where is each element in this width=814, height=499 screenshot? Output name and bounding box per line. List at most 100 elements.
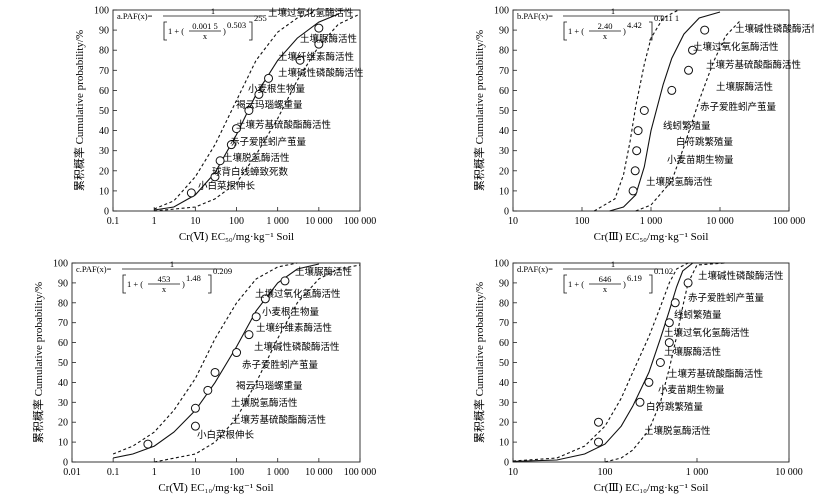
data-point bbox=[190, 403, 200, 413]
formula-inner-denominator: x bbox=[603, 31, 608, 41]
confidence-bound-upper bbox=[635, 19, 742, 212]
species-label: 土壤纤维素酶活性 bbox=[278, 51, 355, 63]
data-point bbox=[594, 417, 604, 427]
formula-base: 1 + ( bbox=[127, 279, 143, 289]
y-tick-label: 100 bbox=[94, 6, 109, 17]
y-tick-label: 20 bbox=[499, 166, 509, 177]
y-tick-label: 20 bbox=[99, 166, 109, 177]
y-tick-label: 50 bbox=[58, 358, 68, 369]
y-tick-label: 20 bbox=[58, 418, 68, 429]
x-axis-label: Cr(Ⅵ) EC₁₀/mg·kg⁻¹ Soil bbox=[158, 482, 273, 494]
data-point bbox=[684, 65, 694, 75]
fitted-ssd-curve bbox=[154, 13, 339, 211]
formula-numerator: 1 bbox=[611, 259, 615, 269]
x-tick-label: 10 000 bbox=[305, 467, 333, 478]
data-point bbox=[635, 397, 645, 407]
data-point bbox=[594, 437, 604, 447]
y-tick-label: 10 bbox=[99, 186, 109, 197]
data-point bbox=[683, 278, 693, 288]
formula-prefix: d.PAF(x)= bbox=[517, 264, 553, 274]
data-point bbox=[667, 85, 677, 95]
data-point bbox=[664, 318, 674, 328]
y-tick-label: 70 bbox=[499, 318, 509, 329]
y-tick-label: 50 bbox=[499, 358, 509, 369]
formula-bracket-left bbox=[563, 21, 567, 41]
species-label: 赤子爱胜蚓产茧量 bbox=[688, 292, 765, 304]
species-label: 线蚓繁殖量 bbox=[674, 309, 722, 321]
data-point bbox=[143, 439, 153, 449]
formula-inner-numerator: 2.40 bbox=[598, 21, 613, 31]
data-point bbox=[280, 276, 290, 286]
data-point bbox=[232, 348, 242, 358]
confidence-bound-upper bbox=[604, 262, 725, 463]
data-point bbox=[244, 330, 254, 340]
data-point bbox=[670, 298, 680, 308]
formula-inner-denominator: x bbox=[203, 31, 208, 41]
data-point bbox=[632, 146, 642, 156]
x-tick-label: 0.1 bbox=[107, 467, 120, 478]
y-tick-label: 50 bbox=[99, 106, 109, 117]
x-tick-label: 100 000 bbox=[773, 216, 806, 227]
data-point bbox=[226, 140, 236, 150]
formula-inner-close: ) bbox=[182, 279, 185, 289]
species-label: 土壤芳基硫酸酯酶活性 bbox=[668, 368, 764, 380]
x-tick-label: 1 bbox=[152, 467, 157, 478]
species-label: 土壤脱氢酶活性 bbox=[231, 397, 298, 409]
data-point bbox=[314, 39, 324, 49]
y-axis-label: 累积概率 Cumulative probability/% bbox=[472, 30, 486, 191]
species-label: 土壤碱性磷酸酶活性 bbox=[278, 67, 364, 79]
species-label: 小白菜根伸长 bbox=[198, 180, 256, 192]
y-tick-label: 30 bbox=[58, 398, 68, 409]
data-point bbox=[644, 377, 654, 387]
formula-numerator: 1 bbox=[611, 6, 615, 16]
y-tick-label: 100 bbox=[494, 259, 509, 270]
species-label: 土壤脱氢酶活性 bbox=[644, 425, 711, 437]
x-tick-label: 1 bbox=[152, 216, 157, 227]
confidence-bound-lower bbox=[153, 11, 315, 210]
y-tick-label: 90 bbox=[99, 26, 109, 37]
y-tick-label: 80 bbox=[499, 298, 509, 309]
y-axis-label: 累积概率 Cumulative probability/% bbox=[31, 282, 45, 443]
species-label: 褐云玛瑙螺重量 bbox=[236, 380, 303, 392]
y-axis-label: 累积概率 Cumulative probability/% bbox=[472, 282, 486, 443]
data-point bbox=[633, 126, 643, 136]
formula-inner-numerator: 646 bbox=[599, 274, 612, 284]
x-tick-label: 10 bbox=[508, 216, 518, 227]
formula-bracket-left bbox=[563, 274, 567, 294]
y-tick-label: 100 bbox=[494, 6, 509, 17]
x-tick-label: 100 bbox=[575, 216, 590, 227]
y-tick-label: 60 bbox=[499, 86, 509, 97]
y-tick-label: 40 bbox=[99, 126, 109, 137]
data-point bbox=[295, 55, 305, 65]
species-label: 土壤碱性磷酸酶活性 bbox=[735, 23, 814, 35]
species-label: 白符跳繁殖量 bbox=[646, 401, 704, 413]
species-label: 土壤芳基硫酸酯酶活性 bbox=[236, 119, 332, 131]
y-tick-label: 0 bbox=[104, 207, 109, 218]
formula-prefix: a.PAF(x)= bbox=[117, 11, 153, 21]
species-label: 赤子爱胜蚓产茧量 bbox=[230, 136, 307, 148]
x-tick-label: 10 000 bbox=[706, 216, 734, 227]
y-tick-label: 0 bbox=[63, 458, 68, 469]
data-point bbox=[186, 188, 196, 198]
data-point bbox=[688, 45, 698, 55]
x-tick-label: 100 bbox=[229, 216, 244, 227]
x-tick-label: 0.1 bbox=[107, 216, 120, 227]
y-tick-label: 30 bbox=[499, 398, 509, 409]
x-tick-label: 10 bbox=[190, 216, 200, 227]
species-label: 土壤芳基硫酸酯酶活性 bbox=[706, 59, 802, 71]
species-label: 赤子爱胜蚓产茧量 bbox=[242, 359, 319, 371]
y-tick-label: 0 bbox=[504, 458, 509, 469]
formula-base: 1 + ( bbox=[568, 26, 584, 36]
formula-inner-power: 4.42 bbox=[627, 20, 642, 30]
data-point bbox=[215, 156, 225, 166]
formula-inner-close: ) bbox=[223, 26, 226, 36]
fitted-ssd-curve bbox=[512, 262, 725, 462]
species-label: 土壤过氧化氢酶活性 bbox=[268, 7, 354, 19]
x-tick-label: 100 bbox=[598, 467, 613, 478]
x-tick-label: 100 000 bbox=[344, 467, 377, 478]
x-axis-label: Cr(Ⅲ) EC₅₀/mg·kg⁻¹ Soil bbox=[594, 231, 709, 243]
data-point bbox=[264, 73, 274, 83]
confidence-bound-lower bbox=[593, 9, 679, 212]
species-label: 球背白线蟑致死数 bbox=[212, 166, 289, 178]
